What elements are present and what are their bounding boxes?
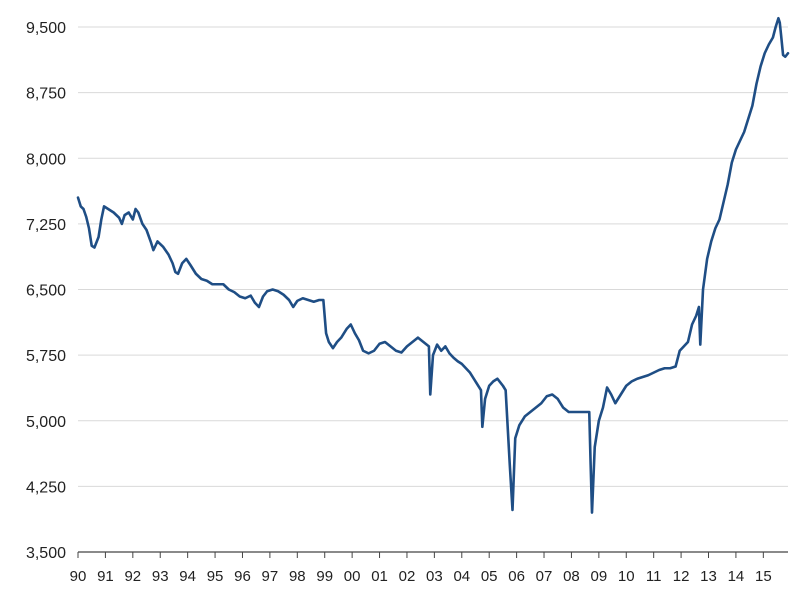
y-tick-label: 5,750 bbox=[26, 348, 66, 365]
y-tick-label: 9,500 bbox=[26, 20, 66, 37]
series-layer bbox=[76, 16, 790, 514]
x-tick-label: 14 bbox=[728, 568, 745, 585]
x-tick-label: 01 bbox=[371, 568, 388, 585]
y-tick-label: 8,750 bbox=[26, 86, 66, 103]
y-tick-label: 7,250 bbox=[26, 217, 66, 234]
x-tick-label: 07 bbox=[536, 568, 553, 585]
series-line bbox=[76, 16, 790, 514]
y-tick-label: 8,000 bbox=[26, 151, 66, 168]
x-tick-label: 12 bbox=[673, 568, 690, 585]
x-tick-label: 08 bbox=[563, 568, 580, 585]
x-tick-label: 09 bbox=[591, 568, 608, 585]
x-tick-label: 93 bbox=[152, 568, 169, 585]
x-tick-label: 92 bbox=[124, 568, 141, 585]
x-tick-label: 94 bbox=[179, 568, 196, 585]
y-tick-label: 4,250 bbox=[26, 479, 66, 496]
x-tick-label: 03 bbox=[426, 568, 443, 585]
x-tick-label: 98 bbox=[289, 568, 306, 585]
grid-layer bbox=[78, 26, 788, 487]
x-tick-label: 95 bbox=[207, 568, 224, 585]
y-tick-label: 5,000 bbox=[26, 414, 66, 431]
x-tick-label: 99 bbox=[316, 568, 333, 585]
y-tick-label: 3,500 bbox=[26, 545, 66, 562]
x-tick-label: 96 bbox=[234, 568, 251, 585]
axis-layer bbox=[77, 551, 788, 558]
x-tick-label: 90 bbox=[70, 568, 87, 585]
x-tick-label: 91 bbox=[97, 568, 114, 585]
x-tick-labels: 90 91 92 93 94 95 96 97 98 99 00 01 02 03 04 05 06 07 08 09… bbox=[70, 568, 772, 585]
x-tick-label: 11 bbox=[646, 568, 662, 585]
x-tick-label: 06 bbox=[508, 568, 525, 585]
y-tick-label: 6,500 bbox=[26, 283, 66, 300]
y-tick-labels: 3,500 4,250 5,000 5,750 6,500 7,250 8,000 8,750… bbox=[26, 20, 66, 562]
x-tick-label: 02 bbox=[399, 568, 416, 585]
x-tick-label: 04 bbox=[453, 568, 470, 585]
x-tick-label: 05 bbox=[481, 568, 498, 585]
x-tick-label: 97 bbox=[262, 568, 279, 585]
x-tick-label: 00 bbox=[344, 568, 361, 585]
x-tick-label: 15 bbox=[755, 568, 772, 585]
x-tick-label: 13 bbox=[700, 568, 717, 585]
x-tick-label: 10 bbox=[618, 568, 635, 585]
